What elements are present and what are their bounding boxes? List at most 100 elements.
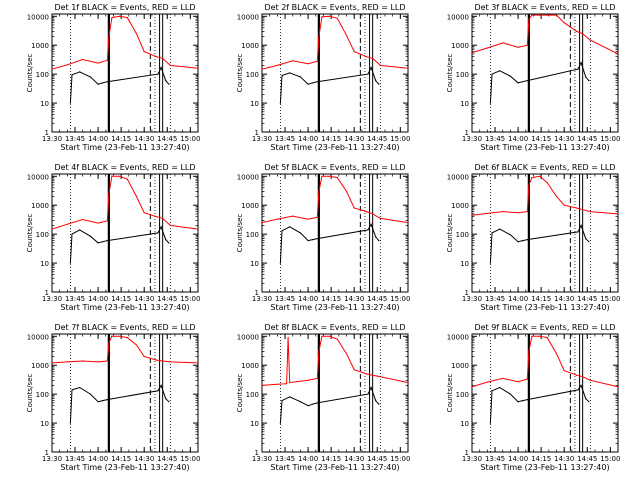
x-tick-label: 13:30 bbox=[252, 135, 272, 143]
events-data-point bbox=[375, 80, 377, 82]
events-data-point bbox=[585, 76, 587, 78]
events-data-point bbox=[168, 242, 170, 244]
lld-data-point bbox=[486, 212, 488, 214]
events-data-point bbox=[281, 400, 283, 402]
lld-data-point bbox=[82, 58, 84, 61]
events-data-point bbox=[69, 422, 71, 424]
lld-data-point bbox=[276, 64, 278, 66]
x-tick-label: 15:00 bbox=[390, 135, 410, 143]
x-tick-label: 13:45 bbox=[275, 455, 295, 463]
lld-data-point bbox=[292, 60, 294, 62]
x-tick-label: 14:00 bbox=[508, 295, 528, 303]
events-data-point bbox=[97, 83, 99, 85]
lld-data-point bbox=[372, 374, 374, 376]
y-tick-label: 10 bbox=[40, 100, 49, 108]
x-tick-label: 13:45 bbox=[485, 455, 505, 463]
events-data-point bbox=[157, 73, 159, 75]
events-data-point bbox=[491, 232, 493, 234]
events-data-point bbox=[279, 422, 281, 424]
events-data-point bbox=[489, 422, 491, 424]
x-tick-label: 14:15 bbox=[321, 135, 341, 143]
lld-data-point bbox=[111, 17, 113, 19]
lld-data-point bbox=[531, 14, 533, 16]
lld-data-point bbox=[575, 30, 578, 32]
lld-data-point bbox=[119, 335, 121, 337]
x-tick-label: 14:30 bbox=[344, 295, 364, 303]
lld-data-point bbox=[316, 216, 318, 218]
lld-data-point bbox=[66, 64, 68, 66]
events-data-point bbox=[491, 390, 493, 392]
x-tick-label: 15:00 bbox=[600, 295, 620, 303]
y-tick-label: 10000 bbox=[237, 173, 259, 181]
x-axis-label: Start Time (23-Feb-11 13:27:40) bbox=[480, 303, 609, 312]
plot-frame bbox=[261, 333, 409, 453]
lld-data-point bbox=[379, 64, 381, 66]
events-data-point bbox=[489, 102, 491, 104]
events-data-point bbox=[97, 401, 99, 403]
panel-title: Det 9f BLACK = Events, RED = LLD bbox=[474, 323, 615, 332]
lld-data-point bbox=[329, 335, 331, 337]
x-tick-label: 14:45 bbox=[157, 455, 177, 463]
lld-data-point bbox=[526, 378, 528, 380]
events-data-point bbox=[157, 232, 159, 234]
lld-data-point bbox=[517, 212, 519, 214]
lld-data-point bbox=[575, 374, 578, 376]
y-tick-label: 1 bbox=[255, 289, 259, 297]
events-data-point bbox=[375, 400, 377, 402]
panel-7: Det 7f BLACK = Events, RED = LLD Counts/s… bbox=[26, 323, 200, 472]
lld-data-point bbox=[486, 381, 488, 383]
lld-data-point bbox=[589, 211, 591, 213]
events-data-point bbox=[522, 400, 524, 402]
events-data-point bbox=[102, 241, 104, 243]
y-axis-label: Counts/sec bbox=[446, 374, 454, 413]
events-data-point bbox=[102, 82, 104, 84]
lld-data-point bbox=[169, 64, 171, 66]
lld-data-point bbox=[555, 195, 558, 198]
events-data-point bbox=[160, 226, 162, 228]
x-tick-label: 13:45 bbox=[485, 135, 505, 143]
y-axis-label: Counts/sec bbox=[446, 214, 454, 253]
lld-data-point bbox=[155, 359, 158, 361]
x-tick-label: 15:00 bbox=[180, 135, 200, 143]
lld-data-point bbox=[169, 224, 171, 226]
y-tick-label: 10 bbox=[40, 420, 49, 428]
y-tick-label: 10 bbox=[460, 420, 469, 428]
lld-data-point bbox=[589, 39, 591, 41]
y-axis-label: Counts/sec bbox=[236, 214, 244, 253]
events-data-point bbox=[79, 229, 81, 231]
lld-data-point bbox=[97, 361, 99, 363]
events-data-point bbox=[106, 399, 108, 401]
lld-data-point bbox=[345, 34, 348, 36]
lld-data-point bbox=[472, 52, 473, 54]
lld-data-point bbox=[472, 386, 473, 388]
lld-data-point bbox=[528, 18, 530, 20]
events-data-point bbox=[526, 399, 528, 401]
lld-data-point bbox=[365, 373, 368, 375]
y-tick-label: 1 bbox=[465, 289, 469, 297]
x-tick-label: 13:45 bbox=[65, 295, 85, 303]
events-data-point bbox=[370, 386, 372, 389]
x-tick-label: 14:00 bbox=[88, 455, 108, 463]
lld-data-point bbox=[372, 57, 374, 60]
events-series-line bbox=[279, 222, 380, 264]
events-data-point bbox=[89, 235, 91, 237]
lld-data-point bbox=[108, 342, 110, 344]
panel-9: Det 9f BLACK = Events, RED = LLD Counts/s… bbox=[446, 323, 620, 472]
lld-data-point bbox=[155, 56, 158, 58]
panel-4: Det 4f BLACK = Events, RED = LLD Counts/s… bbox=[26, 163, 200, 312]
y-tick-label: 100 bbox=[246, 71, 259, 79]
events-data-point bbox=[509, 234, 511, 236]
lld-data-point bbox=[528, 350, 530, 352]
events-series-line bbox=[489, 384, 590, 424]
lld-data-point bbox=[329, 15, 331, 17]
lld-data-point bbox=[321, 16, 323, 18]
x-tick-label: 14:15 bbox=[321, 295, 341, 303]
events-data-point bbox=[281, 230, 283, 232]
lld-data-point bbox=[318, 35, 320, 38]
y-tick-label: 1000 bbox=[451, 42, 469, 50]
y-tick-label: 10 bbox=[250, 420, 259, 428]
lld-data-point bbox=[379, 376, 381, 378]
lld-data-point bbox=[126, 17, 128, 19]
x-axis-label: Start Time (23-Feb-11 13:27:40) bbox=[60, 463, 189, 472]
lld-data-point bbox=[276, 383, 278, 385]
